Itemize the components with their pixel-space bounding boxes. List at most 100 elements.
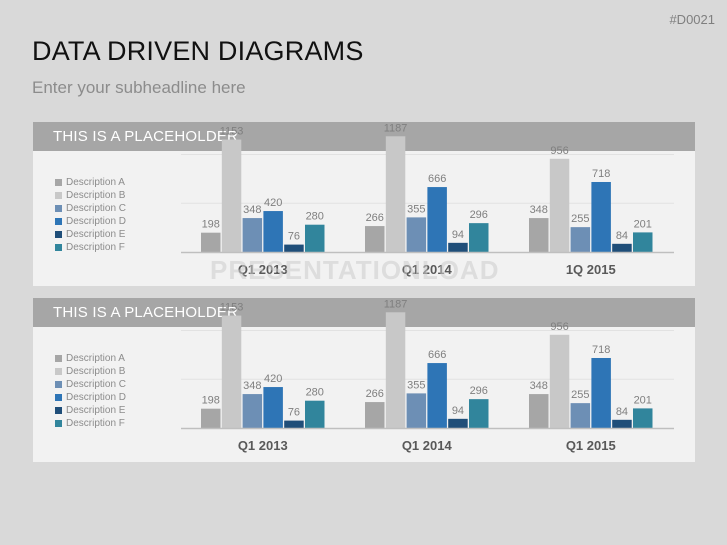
bar [529, 218, 549, 252]
legend-swatch [55, 355, 62, 362]
page-title: DATA DRIVEN DIAGRAMS [32, 36, 364, 66]
watermark-logo: PRESENTATIONLOAD [210, 255, 500, 285]
legend-label: Description A [66, 177, 125, 188]
data-label: 201 [634, 394, 652, 406]
bar [305, 400, 325, 428]
legend-label: Description C [66, 203, 127, 214]
bar [591, 181, 611, 252]
bar [406, 393, 427, 428]
data-label: 255 [571, 213, 589, 225]
slide-code: #D0021 [669, 12, 715, 27]
bar [201, 408, 221, 428]
category-label: Q1 2013 [238, 438, 288, 453]
category-label: Q1 2015 [566, 438, 616, 453]
data-label: 266 [366, 388, 384, 400]
legend-item: Description B [55, 189, 126, 202]
legend-label: Description A [66, 353, 125, 364]
legend-item: Description A [55, 176, 126, 189]
bar [221, 315, 242, 428]
bar [549, 158, 570, 252]
legend-label: Description E [66, 229, 126, 240]
data-label: 348 [530, 204, 548, 216]
legend-item: Description C [55, 202, 126, 215]
legend-label: Description B [66, 190, 126, 201]
bar [469, 223, 489, 252]
category-label: Q1 2014 [402, 262, 453, 277]
data-label: 1153 [220, 126, 244, 138]
data-label: 355 [407, 379, 425, 391]
legend-swatch [55, 381, 62, 388]
bar [549, 334, 570, 428]
category-label: Q1 2013 [238, 262, 288, 277]
page-subtitle: Enter your subheadline here [32, 78, 246, 97]
data-label: 266 [366, 212, 384, 224]
chart-legend: Description A Description B Description C D… [55, 352, 126, 430]
data-label: 280 [306, 387, 324, 399]
bar [221, 139, 242, 252]
legend-item: Description F [55, 241, 126, 254]
data-label: 348 [243, 380, 261, 392]
data-label: 296 [470, 385, 488, 397]
legend-item: Description E [55, 404, 126, 417]
legend-label: Description F [66, 418, 125, 429]
legend-item: Description E [55, 228, 126, 241]
data-label: 296 [470, 209, 488, 221]
category-label: Q1 2014 [402, 438, 453, 453]
data-label: 355 [407, 203, 425, 215]
legend-item: Description D [55, 391, 126, 404]
chart-panel-2: THIS IS A PLACEHOLDER Description A Descr… [33, 298, 695, 462]
legend-swatch [55, 368, 62, 375]
category-label: 1Q 2015 [566, 262, 616, 277]
data-label: 666 [428, 349, 446, 361]
bar [263, 387, 283, 428]
data-label: 201 [634, 218, 652, 230]
data-label: 718 [592, 168, 610, 180]
data-label: 84 [616, 406, 628, 418]
data-label: 956 [550, 321, 568, 333]
data-label: 84 [616, 230, 628, 242]
legend-item: Description B [55, 365, 126, 378]
data-label: 420 [264, 373, 282, 385]
data-label: 198 [202, 395, 220, 407]
bar [365, 402, 385, 428]
bar [284, 244, 304, 252]
data-label: 76 [288, 231, 300, 243]
legend-label: Description D [66, 216, 127, 227]
bar [385, 312, 406, 428]
data-label: 1187 [384, 298, 408, 310]
legend-swatch [55, 394, 62, 401]
chart-panel-1: THIS IS A PLACEHOLDER Description A Descr… [33, 122, 695, 286]
bar [365, 226, 385, 252]
legend-swatch [55, 179, 62, 186]
data-label: 280 [306, 211, 324, 223]
panel-header: THIS IS A PLACEHOLDER [33, 298, 695, 327]
legend-item: Description C [55, 378, 126, 391]
data-label: 94 [452, 229, 464, 241]
bar [448, 418, 468, 428]
legend-swatch [55, 218, 62, 225]
panel-title: THIS IS A PLACEHOLDER [53, 304, 239, 321]
bar [448, 242, 468, 252]
legend-item: Description D [55, 215, 126, 228]
data-label: 1153 [220, 302, 244, 314]
legend-swatch [55, 231, 62, 238]
data-label: 348 [530, 380, 548, 392]
panel-header: THIS IS A PLACEHOLDER [33, 122, 695, 151]
legend-swatch [55, 407, 62, 414]
legend-label: Description C [66, 379, 127, 390]
legend-item: Description F [55, 417, 126, 430]
bar [427, 187, 447, 252]
bar [469, 399, 489, 428]
bar [529, 394, 549, 428]
data-label: 666 [428, 173, 446, 185]
data-label: 420 [264, 197, 282, 209]
chart-legend: Description A Description B Description C D… [55, 176, 126, 254]
bar [242, 218, 263, 252]
bar [612, 419, 632, 428]
data-label: 255 [571, 389, 589, 401]
legend-swatch [55, 420, 62, 427]
data-label: 348 [243, 204, 261, 216]
legend-label: Description D [66, 392, 127, 403]
panel-title: THIS IS A PLACEHOLDER [53, 128, 239, 145]
